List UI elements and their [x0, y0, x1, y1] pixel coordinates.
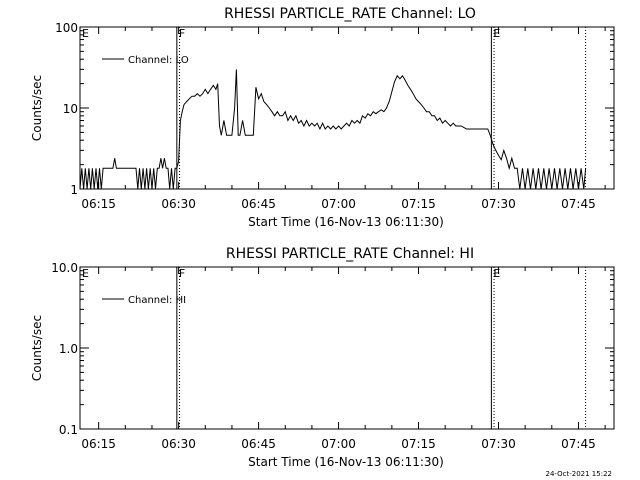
- generated-timestamp: 24-Oct-2021 15:22: [546, 470, 612, 478]
- panel-hi: RHESSI PARTICLE_RATE Channel: HI Counts/…: [30, 246, 615, 469]
- x-tick-label: 07:00: [321, 437, 356, 451]
- y-tick-labels: 1 10 100: [55, 21, 78, 197]
- x-tick-label: 07:30: [481, 437, 516, 451]
- series-layer: [79, 69, 587, 190]
- x-tick-label: 06:15: [81, 437, 116, 451]
- y-tick-label: 10.0: [51, 261, 78, 275]
- x-tick-label: 07:15: [401, 437, 436, 451]
- event-label: F: [179, 27, 185, 40]
- event-label: E: [493, 27, 500, 40]
- y-tick-label: 100: [55, 21, 78, 35]
- legend-entry: Channel: LO: [128, 55, 189, 66]
- legend: Channel: LO: [102, 55, 189, 66]
- x-tick-label: 06:45: [241, 197, 276, 211]
- x-tick-label: 06:15: [81, 197, 116, 211]
- y-axis-label: Counts/sec: [30, 315, 44, 381]
- y-tick-label: 10: [63, 102, 78, 116]
- x-tick-labels: 06:15 06:30 06:45 07:00 07:15 07:30 07:45: [81, 197, 595, 211]
- legend: Channel: HI: [102, 295, 186, 306]
- y-tick-labels: 0.1 1.0 10.0: [51, 261, 78, 437]
- x-tick-label: 07:45: [561, 197, 596, 211]
- x-tick-label: 06:45: [241, 437, 276, 451]
- x-tick-label: 07:00: [321, 197, 356, 211]
- x-tick-label: 06:30: [161, 197, 196, 211]
- plot-frame: [79, 266, 615, 430]
- y-axis-label: Counts/sec: [30, 75, 44, 141]
- event-label: F: [179, 267, 185, 280]
- x-tick-label: 07:30: [481, 197, 516, 211]
- x-axis-label: Start Time (16-Nov-13 06:11:30): [248, 455, 444, 469]
- x-tick-labels: 06:15 06:30 06:45 07:00 07:15 07:30 07:45: [81, 437, 595, 451]
- x-tick-label: 06:30: [161, 437, 196, 451]
- panel-lo: RHESSI PARTICLE_RATE Channel: LO Counts/…: [30, 6, 615, 229]
- x-axis-label: Start Time (16-Nov-13 06:11:30): [248, 215, 444, 229]
- x-tick-label: 07:45: [561, 437, 596, 451]
- chart-title: RHESSI PARTICLE_RATE Channel: LO: [224, 6, 476, 22]
- axis-ticks: [80, 266, 614, 430]
- event-label: E: [493, 267, 500, 280]
- y-tick-label: 0.1: [59, 423, 78, 437]
- event-label: E: [82, 267, 89, 280]
- x-tick-label: 07:15: [401, 197, 436, 211]
- event-label: E: [82, 27, 89, 40]
- y-tick-label: 1: [70, 183, 78, 197]
- legend-entry: Channel: HI: [128, 295, 186, 306]
- y-tick-label: 1.0: [59, 342, 78, 356]
- series-line: [79, 69, 587, 190]
- chart-title: RHESSI PARTICLE_RATE Channel: HI: [226, 246, 474, 262]
